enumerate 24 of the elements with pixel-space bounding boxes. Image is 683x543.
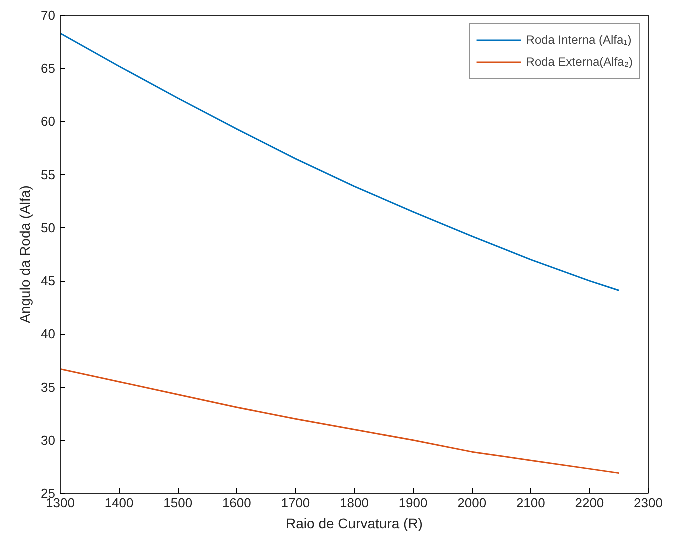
- x-tick-label: 1700: [281, 496, 310, 510]
- x-tick-label: 2100: [516, 496, 546, 510]
- y-tick-label: 55: [41, 167, 56, 182]
- x-tick-label: 1900: [398, 496, 428, 510]
- y-tick-label: 50: [41, 220, 56, 236]
- y-tick-label: 40: [41, 326, 56, 342]
- x-tick-label: 1600: [222, 496, 252, 510]
- y-tick-label: 35: [41, 380, 56, 395]
- legend-label: Roda Interna (Alfa₁): [526, 33, 632, 47]
- y-tick-label: 70: [41, 8, 56, 23]
- x-tick-label: 1800: [340, 496, 369, 510]
- legend-label: Roda Externa(Alfa₂): [526, 55, 633, 69]
- line-series: [60, 368, 620, 474]
- x-tick-label: 2300: [634, 496, 663, 510]
- y-tick-label: 65: [41, 61, 56, 76]
- x-axis-title: Raio de Curvatura (R): [286, 516, 423, 532]
- x-tick-label: 2000: [458, 496, 487, 510]
- y-axis-title: Angulo da Roda (Alfa): [17, 186, 34, 324]
- y-tick-label: 45: [41, 274, 56, 289]
- y-tick-label: 60: [41, 114, 56, 130]
- y-tick-label: 30: [41, 432, 56, 448]
- x-tick-label: 1400: [104, 496, 134, 510]
- x-tick-label: 1500: [164, 496, 193, 510]
- x-tick-label: 2200: [575, 496, 604, 510]
